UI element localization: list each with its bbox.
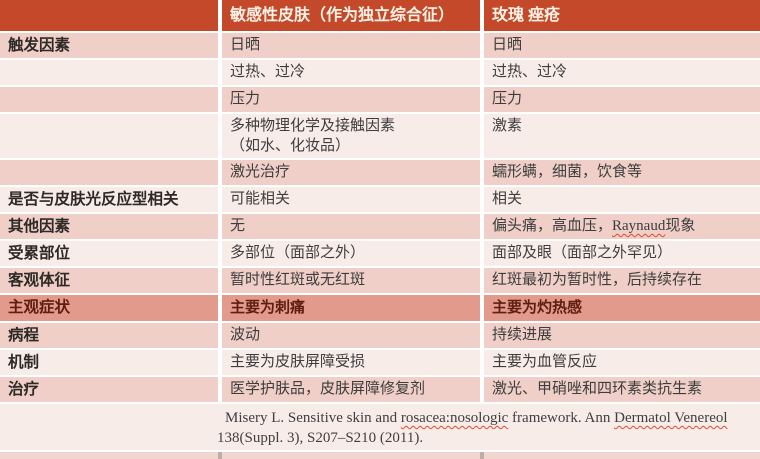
row-label-cell: 客观体征 (0, 268, 218, 293)
row-label-cell: 病程 (0, 323, 218, 348)
rosacea-cell: 压力 (484, 87, 760, 112)
row-label-cell (0, 160, 218, 185)
table-row-physical-chemical: 多种物理化学及接触因素 （如水、化妆品） 激素 (0, 114, 760, 158)
row-label-cell (0, 87, 218, 112)
table-header-row: 敏感性皮肤（作为独立综合征） 玫瑰 痤疮 (0, 0, 760, 31)
rosacea-cell: 主要为血管反应 (484, 350, 760, 375)
next-row-sliver (0, 452, 760, 459)
citation-row: Misery L. Sensitive skin and rosacea:nos… (0, 404, 760, 450)
sensitive-skin-cell: 日晒 (222, 33, 480, 58)
rosacea-cell: 激素 (484, 114, 760, 158)
sensitive-skin-cell: 激光治疗 (222, 160, 480, 185)
sensitive-skin-cell: 主要为皮肤屏障受损 (222, 350, 480, 375)
rosacea-cell: 日晒 (484, 33, 760, 58)
sliver-cell (484, 452, 760, 459)
rosacea-cell: 红斑最初为暂时性，后持续存在 (484, 268, 760, 293)
row-label-cell: 其他因素 (0, 214, 218, 239)
sensitive-skin-cell: 压力 (222, 87, 480, 112)
rosacea-cell: 蠕形螨，细菌，饮食等 (484, 160, 760, 185)
row-label-cell (0, 60, 218, 85)
sensitive-skin-cell: 医学护肤品，皮肤屏障修复剂 (222, 377, 480, 402)
row-label-cell: 受累部位 (0, 241, 218, 266)
sensitive-skin-cell: 多部位（面部之外） (222, 241, 480, 266)
rosacea-cell: 持续进展 (484, 323, 760, 348)
table-row-treatment: 治疗 医学护肤品，皮肤屏障修复剂 激光、甲硝唑和四环素类抗生素 (0, 377, 760, 402)
table-row-affected-sites: 受累部位 多部位（面部之外） 面部及眼（面部之外罕见） (0, 241, 760, 266)
row-label-cell: 是否与皮肤光反应型相关 (0, 187, 218, 212)
rosacea-cell: 面部及眼（面部之外罕见） (484, 241, 760, 266)
sensitive-skin-cell: 多种物理化学及接触因素 （如水、化妆品） (222, 114, 480, 158)
table-row-photoreaction: 是否与皮肤光反应型相关 可能相关 相关 (0, 187, 760, 212)
sensitive-skin-cell: 波动 (222, 323, 480, 348)
header-rosacea: 玫瑰 痤疮 (484, 0, 760, 31)
rosacea-cell: 主要为灼热感 (484, 295, 760, 321)
table-row-trigger-factors: 触发因素 日晒 日晒 (0, 33, 760, 58)
table-row-course: 病程 波动 持续进展 (0, 323, 760, 348)
row-label-cell (0, 114, 218, 158)
table-row-heat-cold: 过热、过冷 过热、过冷 (0, 60, 760, 85)
sensitive-skin-cell: 可能相关 (222, 187, 480, 212)
sensitive-skin-cell: 主要为刺痛 (222, 295, 480, 321)
table-row-objective-signs: 客观体征 暂时性红斑或无红斑 红斑最初为暂时性，后持续存在 (0, 268, 760, 293)
table-row-laser: 激光治疗 蠕形螨，细菌，饮食等 (0, 160, 760, 185)
table-row-pressure: 压力 压力 (0, 87, 760, 112)
table-row-subjective-symptoms: 主观症状 主要为刺痛 主要为灼热感 (0, 295, 760, 321)
rosacea-cell: 相关 (484, 187, 760, 212)
row-label-cell: 治疗 (0, 377, 218, 402)
row-label-cell: 触发因素 (0, 33, 218, 58)
table-row-other-factors: 其他因素 无 偏头痛，高血压， Raynaud 现象 (0, 214, 760, 239)
citation-text: Misery L. Sensitive skin and rosacea:nos… (217, 410, 728, 446)
row-label-cell: 机制 (0, 350, 218, 375)
rosacea-cell: 偏头痛，高血压， Raynaud 现象 (484, 214, 760, 239)
row-label-cell: 主观症状 (0, 295, 218, 321)
rosacea-cell: 过热、过冷 (484, 60, 760, 85)
sensitive-skin-cell: 过热、过冷 (222, 60, 480, 85)
header-empty-cell (0, 0, 218, 31)
header-sensitive-skin: 敏感性皮肤（作为独立综合征） (222, 0, 480, 31)
rosacea-cell: 激光、甲硝唑和四环素类抗生素 (484, 377, 760, 402)
sliver-cell (0, 452, 218, 459)
sensitive-skin-cell: 暂时性红斑或无红斑 (222, 268, 480, 293)
sliver-cell (222, 452, 480, 459)
table-row-mechanism: 机制 主要为皮肤屏障受损 主要为血管反应 (0, 350, 760, 375)
sensitive-skin-cell: 无 (222, 214, 480, 239)
